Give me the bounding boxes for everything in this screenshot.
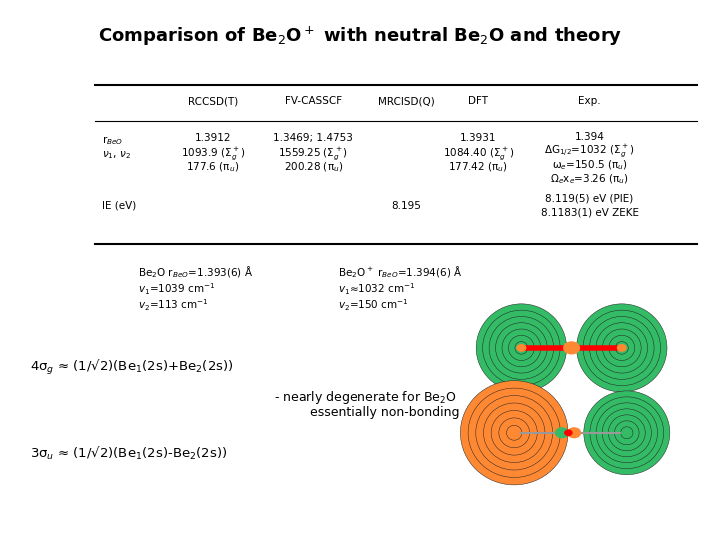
Text: Be$_2$O r$_{BeO}$=1.393(6) Å: Be$_2$O r$_{BeO}$=1.393(6) Å bbox=[138, 265, 253, 280]
Text: ω$_e$=150.5 (π$_u$): ω$_e$=150.5 (π$_u$) bbox=[552, 158, 627, 172]
Ellipse shape bbox=[616, 342, 629, 354]
Text: 177.42 (π$_u$): 177.42 (π$_u$) bbox=[449, 160, 508, 174]
Text: RCCSD(T): RCCSD(T) bbox=[188, 96, 238, 106]
Ellipse shape bbox=[609, 335, 635, 361]
Text: MRCISD(Q): MRCISD(Q) bbox=[378, 96, 435, 106]
Text: IE (eV): IE (eV) bbox=[102, 200, 136, 211]
Text: ΔG$_{1/2}$=1032 (Σ$_g^+$): ΔG$_{1/2}$=1032 (Σ$_g^+$) bbox=[544, 143, 635, 159]
Ellipse shape bbox=[468, 388, 560, 477]
Ellipse shape bbox=[596, 403, 657, 463]
Text: 4σ$_g$ ≈ (1/√2)(Be$_1$(2s)+Be$_2$(2s)): 4σ$_g$ ≈ (1/√2)(Be$_1$(2s)+Be$_2$(2s)) bbox=[30, 358, 234, 377]
Ellipse shape bbox=[596, 323, 647, 373]
Text: 1.3912: 1.3912 bbox=[194, 133, 231, 144]
Circle shape bbox=[564, 342, 580, 354]
Ellipse shape bbox=[476, 396, 553, 470]
Ellipse shape bbox=[603, 329, 641, 367]
Text: 3σ$_u$ ≈ (1/√2)(Be$_1$(2s)-Be$_2$(2s)): 3σ$_u$ ≈ (1/√2)(Be$_1$(2s)-Be$_2$(2s)) bbox=[30, 445, 228, 462]
Ellipse shape bbox=[483, 403, 545, 463]
Text: 1084.40 (Σ$_g^+$): 1084.40 (Σ$_g^+$) bbox=[443, 145, 514, 162]
Circle shape bbox=[517, 345, 526, 351]
Ellipse shape bbox=[499, 418, 530, 448]
Ellipse shape bbox=[621, 427, 633, 439]
Text: $\nu_1$, $\nu_2$: $\nu_1$, $\nu_2$ bbox=[102, 149, 131, 161]
Text: 8.195: 8.195 bbox=[392, 200, 421, 211]
Ellipse shape bbox=[602, 409, 652, 457]
Text: 1.3931: 1.3931 bbox=[460, 133, 497, 144]
Ellipse shape bbox=[590, 316, 654, 380]
Circle shape bbox=[555, 428, 568, 437]
Ellipse shape bbox=[482, 310, 560, 386]
Circle shape bbox=[618, 345, 626, 351]
Ellipse shape bbox=[584, 391, 670, 475]
Ellipse shape bbox=[614, 421, 639, 445]
Ellipse shape bbox=[608, 415, 645, 451]
Text: - nearly degenerate for Be$_2$O: - nearly degenerate for Be$_2$O bbox=[274, 389, 456, 407]
Text: Ω$_e$x$_e$=3.26 (π$_u$): Ω$_e$x$_e$=3.26 (π$_u$) bbox=[550, 172, 629, 186]
Text: 8.1183(1) eV ZEKE: 8.1183(1) eV ZEKE bbox=[541, 207, 639, 218]
Ellipse shape bbox=[577, 304, 667, 392]
Ellipse shape bbox=[590, 397, 664, 469]
Text: r$_{BeO}$: r$_{BeO}$ bbox=[102, 134, 123, 147]
Ellipse shape bbox=[502, 329, 541, 367]
Circle shape bbox=[567, 428, 580, 437]
Text: 1.394: 1.394 bbox=[575, 132, 605, 142]
Text: $v_1$=1039 cm$^{-1}$: $v_1$=1039 cm$^{-1}$ bbox=[138, 281, 215, 296]
Ellipse shape bbox=[460, 381, 568, 485]
Text: $v_2$=150 cm$^{-1}$: $v_2$=150 cm$^{-1}$ bbox=[338, 297, 410, 313]
Text: DFT: DFT bbox=[468, 96, 488, 106]
Text: 8.119(5) eV (PIE): 8.119(5) eV (PIE) bbox=[545, 193, 634, 204]
Text: Exp.: Exp. bbox=[578, 96, 600, 106]
Ellipse shape bbox=[506, 426, 522, 440]
Ellipse shape bbox=[583, 310, 660, 386]
Text: FV-CASSCF: FV-CASSCF bbox=[285, 96, 342, 106]
Ellipse shape bbox=[491, 410, 537, 455]
Text: Comparison of Be$_2$O$^+$ with neutral Be$_2$O and theory: Comparison of Be$_2$O$^+$ with neutral B… bbox=[98, 25, 622, 48]
Text: Be$_2$O$^+$ r$_{BeO}$=1.394(6) Å: Be$_2$O$^+$ r$_{BeO}$=1.394(6) Å bbox=[338, 265, 463, 280]
Ellipse shape bbox=[495, 323, 547, 373]
Ellipse shape bbox=[515, 342, 528, 354]
Text: 1093.9 (Σ$_g^+$): 1093.9 (Σ$_g^+$) bbox=[181, 145, 246, 162]
Ellipse shape bbox=[476, 304, 567, 392]
Ellipse shape bbox=[489, 316, 554, 380]
Text: 1.3469; 1.4753: 1.3469; 1.4753 bbox=[274, 133, 354, 144]
Ellipse shape bbox=[508, 335, 534, 361]
Text: essentially non-bonding: essentially non-bonding bbox=[310, 407, 459, 420]
Text: 200.28 (π$_u$): 200.28 (π$_u$) bbox=[284, 160, 343, 174]
Text: 177.6 (π$_u$): 177.6 (π$_u$) bbox=[186, 160, 240, 174]
Text: $v_2$=113 cm$^{-1}$: $v_2$=113 cm$^{-1}$ bbox=[138, 297, 209, 313]
Circle shape bbox=[564, 430, 572, 435]
Text: $v_1$≈1032 cm$^{-1}$: $v_1$≈1032 cm$^{-1}$ bbox=[338, 281, 416, 296]
Text: 1559.25 (Σ$_g^+$): 1559.25 (Σ$_g^+$) bbox=[279, 145, 348, 162]
